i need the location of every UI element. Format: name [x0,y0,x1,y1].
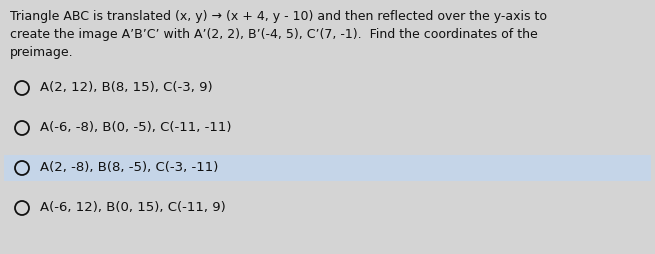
Text: A(-6, 12), B(0, 15), C(-11, 9): A(-6, 12), B(0, 15), C(-11, 9) [40,201,226,214]
FancyBboxPatch shape [4,155,651,181]
Text: preimage.: preimage. [10,46,73,59]
Text: A(2, 12), B(8, 15), C(-3, 9): A(2, 12), B(8, 15), C(-3, 9) [40,82,213,94]
Text: create the image A’B’C’ with A’(2, 2), B’(-4, 5), C’(7, -1).  Find the coordinat: create the image A’B’C’ with A’(2, 2), B… [10,28,538,41]
Text: Triangle ABC is translated (x, y) → (x + 4, y - 10) and then reflected over the : Triangle ABC is translated (x, y) → (x +… [10,10,547,23]
Text: A(2, -8), B(8, -5), C(-3, -11): A(2, -8), B(8, -5), C(-3, -11) [40,162,218,174]
Text: A(-6, -8), B(0, -5), C(-11, -11): A(-6, -8), B(0, -5), C(-11, -11) [40,121,231,135]
